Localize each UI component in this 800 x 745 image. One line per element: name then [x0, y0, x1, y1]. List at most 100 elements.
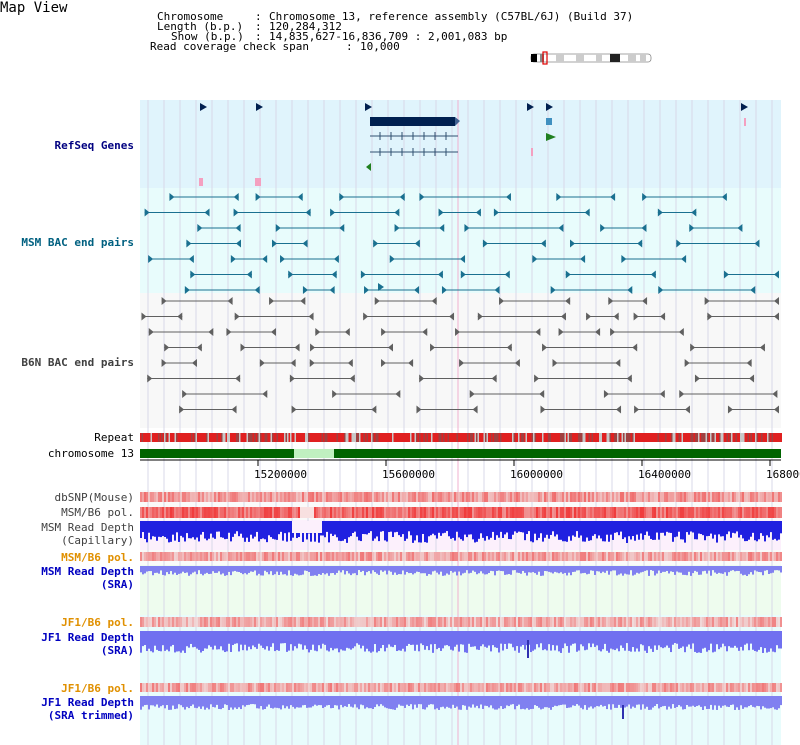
pol-strip — [244, 552, 246, 561]
pol-strip — [628, 492, 630, 502]
bac-end — [657, 208, 663, 217]
repeat-mark — [671, 433, 673, 442]
pol-strip — [656, 683, 658, 692]
bac-end — [616, 405, 622, 414]
depth-bar — [502, 696, 504, 710]
depth-bar — [154, 521, 156, 537]
depth-bar — [584, 696, 586, 706]
pol-strip — [440, 552, 442, 561]
pol-strip — [470, 683, 472, 692]
depth-bar — [524, 631, 526, 650]
pol-strip — [242, 617, 244, 627]
pol-strip — [388, 617, 390, 627]
pol-strip — [698, 617, 700, 627]
refseq-genes-label[interactable]: RefSeq Genes — [54, 139, 134, 152]
page-title: Map View — [0, 0, 68, 16]
bac-end — [750, 286, 756, 294]
pol-strip — [502, 552, 504, 561]
depth-bar — [738, 521, 740, 538]
depth-bar — [654, 521, 656, 540]
depth-bar — [638, 696, 640, 705]
pol-strip — [340, 617, 342, 627]
depth-bar — [716, 631, 718, 645]
pol-strip — [380, 683, 382, 692]
depth-bar — [592, 566, 594, 571]
pol-strip — [356, 507, 358, 518]
repeat-mark — [690, 433, 692, 442]
depth-bar — [668, 631, 670, 648]
pol-strip — [730, 552, 732, 561]
bac-end — [235, 239, 241, 248]
pol-strip — [174, 683, 176, 692]
pol-strip — [644, 552, 646, 561]
depth-bar — [692, 696, 694, 706]
depth-bar — [752, 521, 754, 533]
pol-strip — [364, 552, 366, 561]
pol-strip — [602, 492, 604, 502]
depth-bar — [752, 631, 754, 650]
gene-mark — [255, 178, 261, 186]
pol-strip — [776, 507, 778, 518]
pol-strip — [760, 492, 762, 502]
gene-arrow — [455, 117, 460, 126]
depth-bar — [226, 631, 228, 652]
pol-strip — [380, 507, 382, 518]
pol-strip — [192, 552, 194, 561]
depth-bar — [640, 566, 642, 573]
pol-strip — [460, 683, 462, 692]
pol-strip — [272, 617, 274, 627]
repeat-mark — [354, 433, 356, 442]
depth-bar — [538, 566, 540, 572]
repeat-mark — [591, 433, 593, 442]
pol-strip — [566, 507, 568, 518]
depth-bar — [676, 566, 678, 572]
depth-bar — [566, 696, 568, 709]
depth-bar — [394, 521, 396, 533]
repeat-mark — [600, 433, 602, 442]
pol-strip — [644, 507, 646, 518]
pol-strip — [718, 552, 720, 561]
depth-bar — [728, 631, 730, 647]
bac-end — [689, 224, 695, 232]
bac-end — [684, 405, 690, 414]
repeat-mark — [635, 433, 637, 442]
msm-bac-label[interactable]: MSM BAC end pairs — [21, 236, 134, 249]
depth-bar — [464, 521, 466, 535]
depth-bar — [598, 696, 600, 707]
depth-bar — [764, 521, 766, 542]
pol-strip — [444, 492, 446, 502]
pol-strip — [764, 507, 766, 518]
repeat-mark — [317, 433, 319, 442]
b6n-bac-label[interactable]: B6N BAC end pairs — [21, 356, 134, 369]
bac-end — [679, 390, 685, 398]
pol-strip — [532, 507, 534, 518]
depth-bar — [396, 566, 398, 575]
pol-strip — [714, 552, 716, 561]
depth-bar — [546, 696, 548, 708]
pol-strip — [322, 492, 324, 502]
pol-strip — [200, 683, 202, 692]
pol-strip — [220, 683, 222, 692]
bac-end — [144, 208, 150, 217]
depth-bar — [212, 521, 214, 538]
depth-bar — [346, 696, 348, 707]
pol-strip — [660, 492, 662, 502]
bac-end — [329, 286, 335, 294]
jf1-read-depth-sra-label-2: (SRA) — [100, 644, 134, 657]
repeat-mark — [155, 433, 157, 442]
repeat-mark — [627, 433, 629, 442]
pol-strip — [736, 507, 738, 518]
pol-strip — [366, 507, 368, 518]
bac-end — [290, 359, 296, 367]
pol-strip — [402, 683, 404, 692]
pol-strip — [768, 492, 770, 502]
depth-bar — [618, 566, 620, 575]
depth-bar — [216, 696, 218, 705]
pol-strip — [678, 617, 680, 627]
pol-strip — [348, 492, 350, 502]
pol-strip — [408, 492, 410, 502]
pol-strip — [550, 617, 552, 627]
depth-bar — [186, 631, 188, 647]
depth-bar — [684, 566, 686, 575]
depth-bar — [700, 631, 702, 653]
